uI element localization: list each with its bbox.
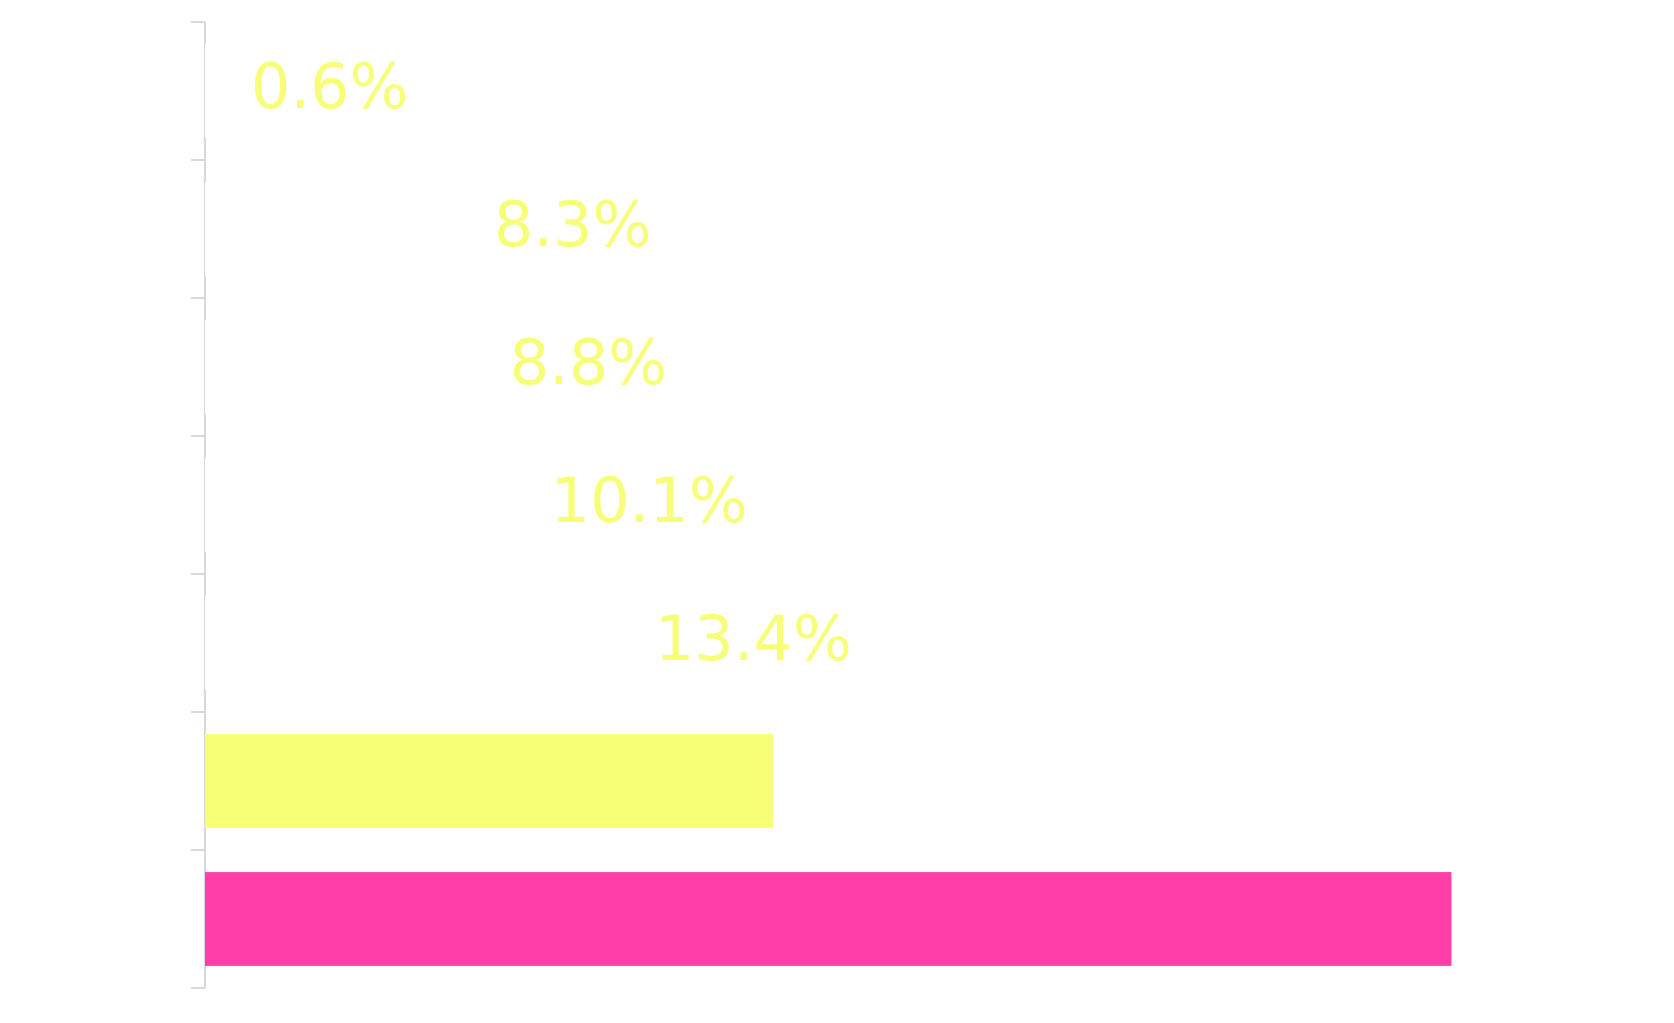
value-label: 8.3% bbox=[494, 188, 652, 261]
value-label: 10.1% bbox=[551, 464, 748, 537]
bar bbox=[205, 734, 773, 828]
bar bbox=[205, 458, 524, 552]
bar bbox=[205, 872, 1452, 966]
bar bbox=[205, 596, 628, 690]
value-label: 0.6% bbox=[251, 50, 409, 123]
value-label: 8.8% bbox=[510, 326, 668, 399]
bar bbox=[205, 182, 467, 276]
bar bbox=[205, 44, 224, 138]
bar bbox=[205, 320, 483, 414]
value-label: 13.4% bbox=[655, 602, 852, 675]
